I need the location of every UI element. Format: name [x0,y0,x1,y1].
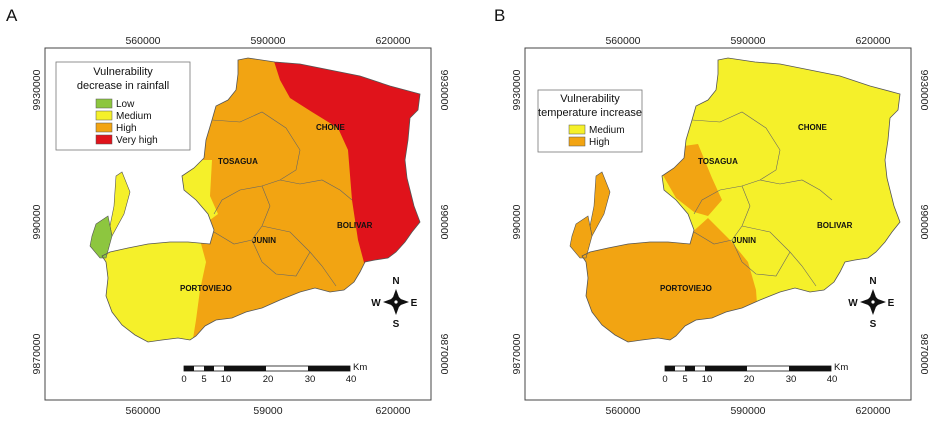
panel-a-very-high-zone [272,58,420,270]
panel-a-left-tick-1: 9930000 [31,69,43,110]
panel-a-outline [101,57,421,343]
panel-a-coastal-strip [109,171,131,237]
panel-b-high-zone-south [582,218,760,342]
panel-a-scale-label-0: 0 [181,374,186,385]
panel-b-right-tick-3: 9870000 [918,334,930,375]
panel-a-legend-box [55,61,191,151]
panel-a-legend: Vulnerability decrease in rainfall Low M… [55,61,191,151]
panel-b-legend-box [537,89,643,153]
panel-b-right-tick-2: 990000 [918,204,930,239]
panel-b-legend-swatch-medium [568,124,586,135]
panel-a-compass-w: W [371,298,381,309]
panel-a-label-bolivar: BOLIVAR [337,221,373,230]
panel-a-legend-swatch-low [95,98,113,109]
panel-b-label-junin: JUNIN [732,236,756,245]
panel-a-map: CHONE TOSAGUA BOLIVAR JUNIN PORTOVIEJO 5… [31,35,450,417]
panel-a-bottom-tick-3: 620000 [375,405,410,417]
panel-a-bottom-tick-2: 59000 [253,405,282,417]
panel-b-bottom-tick-3: 620000 [855,405,890,417]
panel-a-legend-title-1: Vulnerability [93,66,153,78]
panel-a-label-junin: JUNIN [252,236,276,245]
panel-b-outline [581,57,901,343]
panel-a-legend-label-low: Low [116,99,135,110]
panel-a-compass-s: S [393,319,400,330]
panel-a-compass-icon: N S E W [371,276,417,330]
panel-b-left-tick-3: 9870000 [511,333,523,374]
panel-a-left-tick-3: 9870000 [31,333,43,374]
panel-a-left-tick-2: 990000 [31,204,43,239]
panel-b-bottom-tick-2: 590000 [730,405,765,417]
panel-b-left-tick-1: 9930000 [511,69,523,110]
panel-a-letter: A [6,6,18,25]
panel-b-compass-e: E [888,298,895,309]
panel-b-legend-title-2: temperature increase [538,107,642,119]
panel-b-top-tick-1: 560000 [605,35,640,47]
panel-a-compass-e: E [411,298,418,309]
panel-b-legend-title-1: Vulnerability [560,93,620,105]
panel-b-top-tick-2: 590000 [730,35,765,47]
panel-a-right-tick-3: 9870000 [438,334,450,375]
panel-b-scale-label-5: 5 [682,374,687,385]
panel-a-top-tick-2: 590000 [250,35,285,47]
panel-a-scale-label-5: 5 [201,374,206,385]
panel-b-scale-label-0: 0 [662,374,667,385]
panel-a-legend-swatch-high [95,122,113,133]
panel-b-scale-label-30: 30 [786,374,797,385]
panel-a-bottom-tick-1: 560000 [125,405,160,417]
panel-b-scale-label-20: 20 [744,374,755,385]
panel-b-letter: B [494,6,506,25]
panel-a-scale-label-20: 20 [263,374,274,385]
panel-b-boundaries [691,111,833,287]
panel-a-right-tick-1: 9930000 [438,70,450,111]
panel-a-legend-label-high: High [116,123,137,134]
panel-b-scale-label-40: 40 [827,374,838,385]
panel-b-legend-swatch-high [568,136,586,147]
panel-a-label-chone: CHONE [316,123,346,132]
panel-b-right-tick-1: 9930000 [918,70,930,111]
panel-b-compass-w: W [848,298,858,309]
panel-a-boundaries [211,111,353,287]
panel-b-scale-unit: Km [834,362,848,373]
panel-b-label-bolivar: BOLIVAR [817,221,853,230]
panel-a-legend-swatch-very-high [95,134,113,145]
panel-a-label-portoviejo: PORTOVIEJO [180,284,232,293]
panel-b-scalebar: Km 0 5 10 20 30 40 [662,362,848,385]
panel-a-top-tick-1: 560000 [125,35,160,47]
panel-b-label-portoviejo: PORTOVIEJO [660,284,712,293]
panel-a-legend-label-very-high: Very high [116,135,158,146]
panel-a-medium-zone-southwest [102,240,206,342]
panel-b-bottom-tick-1: 560000 [605,405,640,417]
panel-a-top-tick-3: 620000 [375,35,410,47]
panel-b-legend-label-high: High [589,137,610,148]
panel-a-right-tick-2: 990000 [438,204,450,239]
panel-b-compass-n: N [869,276,876,287]
panel-a-legend-swatch-medium [95,110,113,121]
panel-b-label-tosagua: TOSAGUA [698,157,738,166]
panel-b-coastal-strip [589,171,611,237]
panel-b-label-chone: CHONE [798,123,828,132]
panel-a-scale-label-40: 40 [346,374,357,385]
panel-b-scale-label-10: 10 [702,374,713,385]
panel-a-legend-label-medium: Medium [116,111,152,122]
panel-a-label-tosagua: TOSAGUA [218,157,258,166]
panel-a-scale-label-10: 10 [221,374,232,385]
panel-b-legend-label-medium: Medium [589,125,625,136]
panel-a-compass-n: N [392,276,399,287]
panel-a-scale-unit: Km [353,362,367,373]
panel-b-top-tick-3: 620000 [855,35,890,47]
panel-a-scale-label-30: 30 [305,374,316,385]
panel-b-map: CHONE TOSAGUA BOLIVAR JUNIN PORTOVIEJO 5… [511,35,930,417]
panel-b-legend: Vulnerability temperature increase Mediu… [537,89,643,153]
panel-a-scalebar: Km 0 5 10 20 30 40 [181,362,367,385]
panel-b-compass-icon: N S E W [848,276,894,330]
panel-b-compass-s: S [870,319,877,330]
panel-a-legend-title-2: decrease in rainfall [77,80,169,92]
panel-b-left-tick-2: 990000 [511,204,523,239]
